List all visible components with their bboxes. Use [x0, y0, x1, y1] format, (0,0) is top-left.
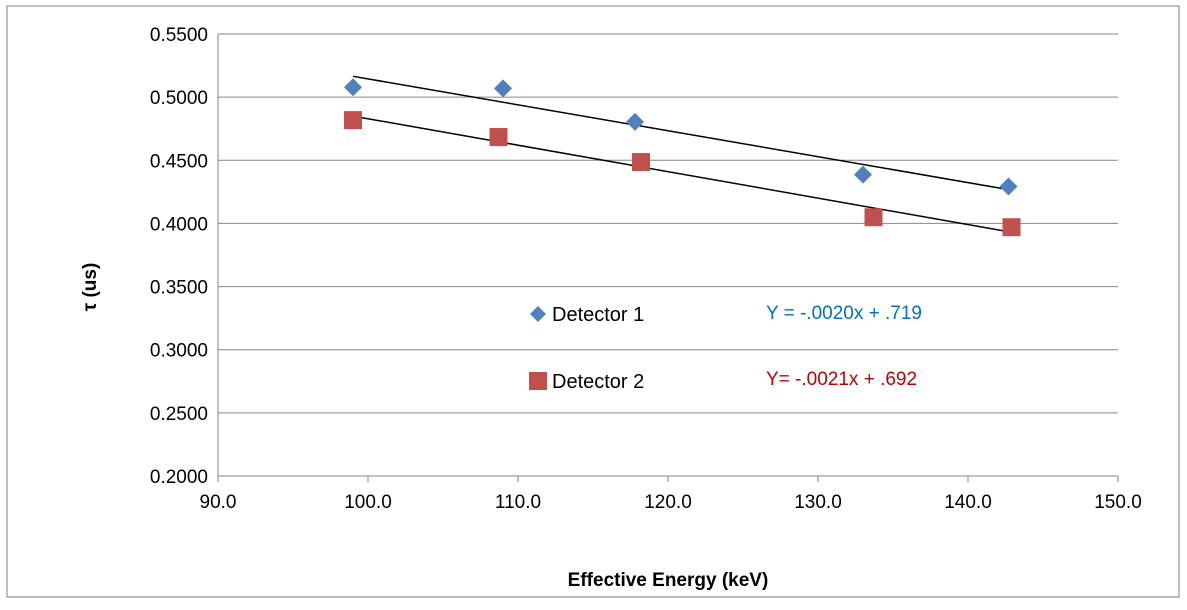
chart-border — [6, 5, 1180, 598]
point-series-0-3 — [854, 165, 872, 184]
equation-series-0: Y = -.0020x + .719 — [766, 303, 922, 324]
point-series-0-2 — [626, 112, 644, 131]
trendline-series-0 — [352, 75, 1009, 191]
x-tick-label-3: 120.0 — [644, 492, 692, 513]
point-series-1-4 — [1002, 218, 1021, 237]
y-axis-title: τ (us) — [80, 263, 101, 312]
point-series-0-4 — [999, 177, 1018, 196]
y-tick-label-2: 0.3000 — [150, 341, 208, 362]
point-series-0-0 — [344, 78, 362, 97]
point-series-1-2 — [632, 153, 650, 172]
point-series-1-1 — [489, 128, 508, 147]
y-tick-label-0: 0.2000 — [150, 467, 208, 488]
trendline-series-1 — [352, 115, 1012, 234]
y-tick-label-6: 0.5000 — [150, 88, 208, 109]
axes — [217, 34, 1119, 482]
legend: Detector 1 Detector 2 — [529, 304, 644, 393]
y-tick-label-4: 0.4000 — [150, 214, 208, 235]
point-series-0-1 — [494, 79, 512, 98]
x-tick-label-2: 110.0 — [495, 492, 541, 513]
x-tick-label-5: 140.0 — [944, 492, 992, 513]
y-tick-label-7: 0.5500 — [150, 25, 208, 46]
equation-series-1: Y= -.0021x + .692 — [766, 369, 917, 390]
legend-marker-series-0 — [530, 306, 546, 322]
point-series-1-0 — [344, 111, 362, 130]
y-tick-label-1: 0.2500 — [150, 404, 208, 425]
trendlines — [352, 75, 1012, 234]
legend-label-series-0: Detector 1 — [552, 304, 644, 326]
x-axis-tick-labels: 90.0 100.0 110.0 120.0 130.0 140.0 150.0 — [200, 492, 1142, 513]
x-tick-label-6: 150.0 — [1094, 492, 1142, 513]
point-series-1-3 — [864, 208, 883, 227]
x-axis-title: Effective Energy (keV) — [568, 570, 769, 591]
y-tick-label-3: 0.3500 — [150, 278, 208, 299]
trendline-equations: Y = -.0020x + .719 Y= -.0021x + .692 — [766, 303, 922, 390]
data-markers — [344, 78, 1021, 237]
x-tick-label-4: 130.0 — [794, 492, 842, 513]
y-tick-label-5: 0.4500 — [150, 151, 208, 172]
legend-marker-series-1 — [529, 372, 547, 390]
y-axis-tick-labels: 0.2000 0.2500 0.3000 0.3500 0.4000 0.4500 0.50… — [150, 25, 208, 488]
legend-label-series-1: Detector 2 — [552, 371, 644, 393]
x-tick-label-0: 90.0 — [200, 492, 237, 513]
x-tick-label-1: 100.0 — [344, 492, 392, 513]
